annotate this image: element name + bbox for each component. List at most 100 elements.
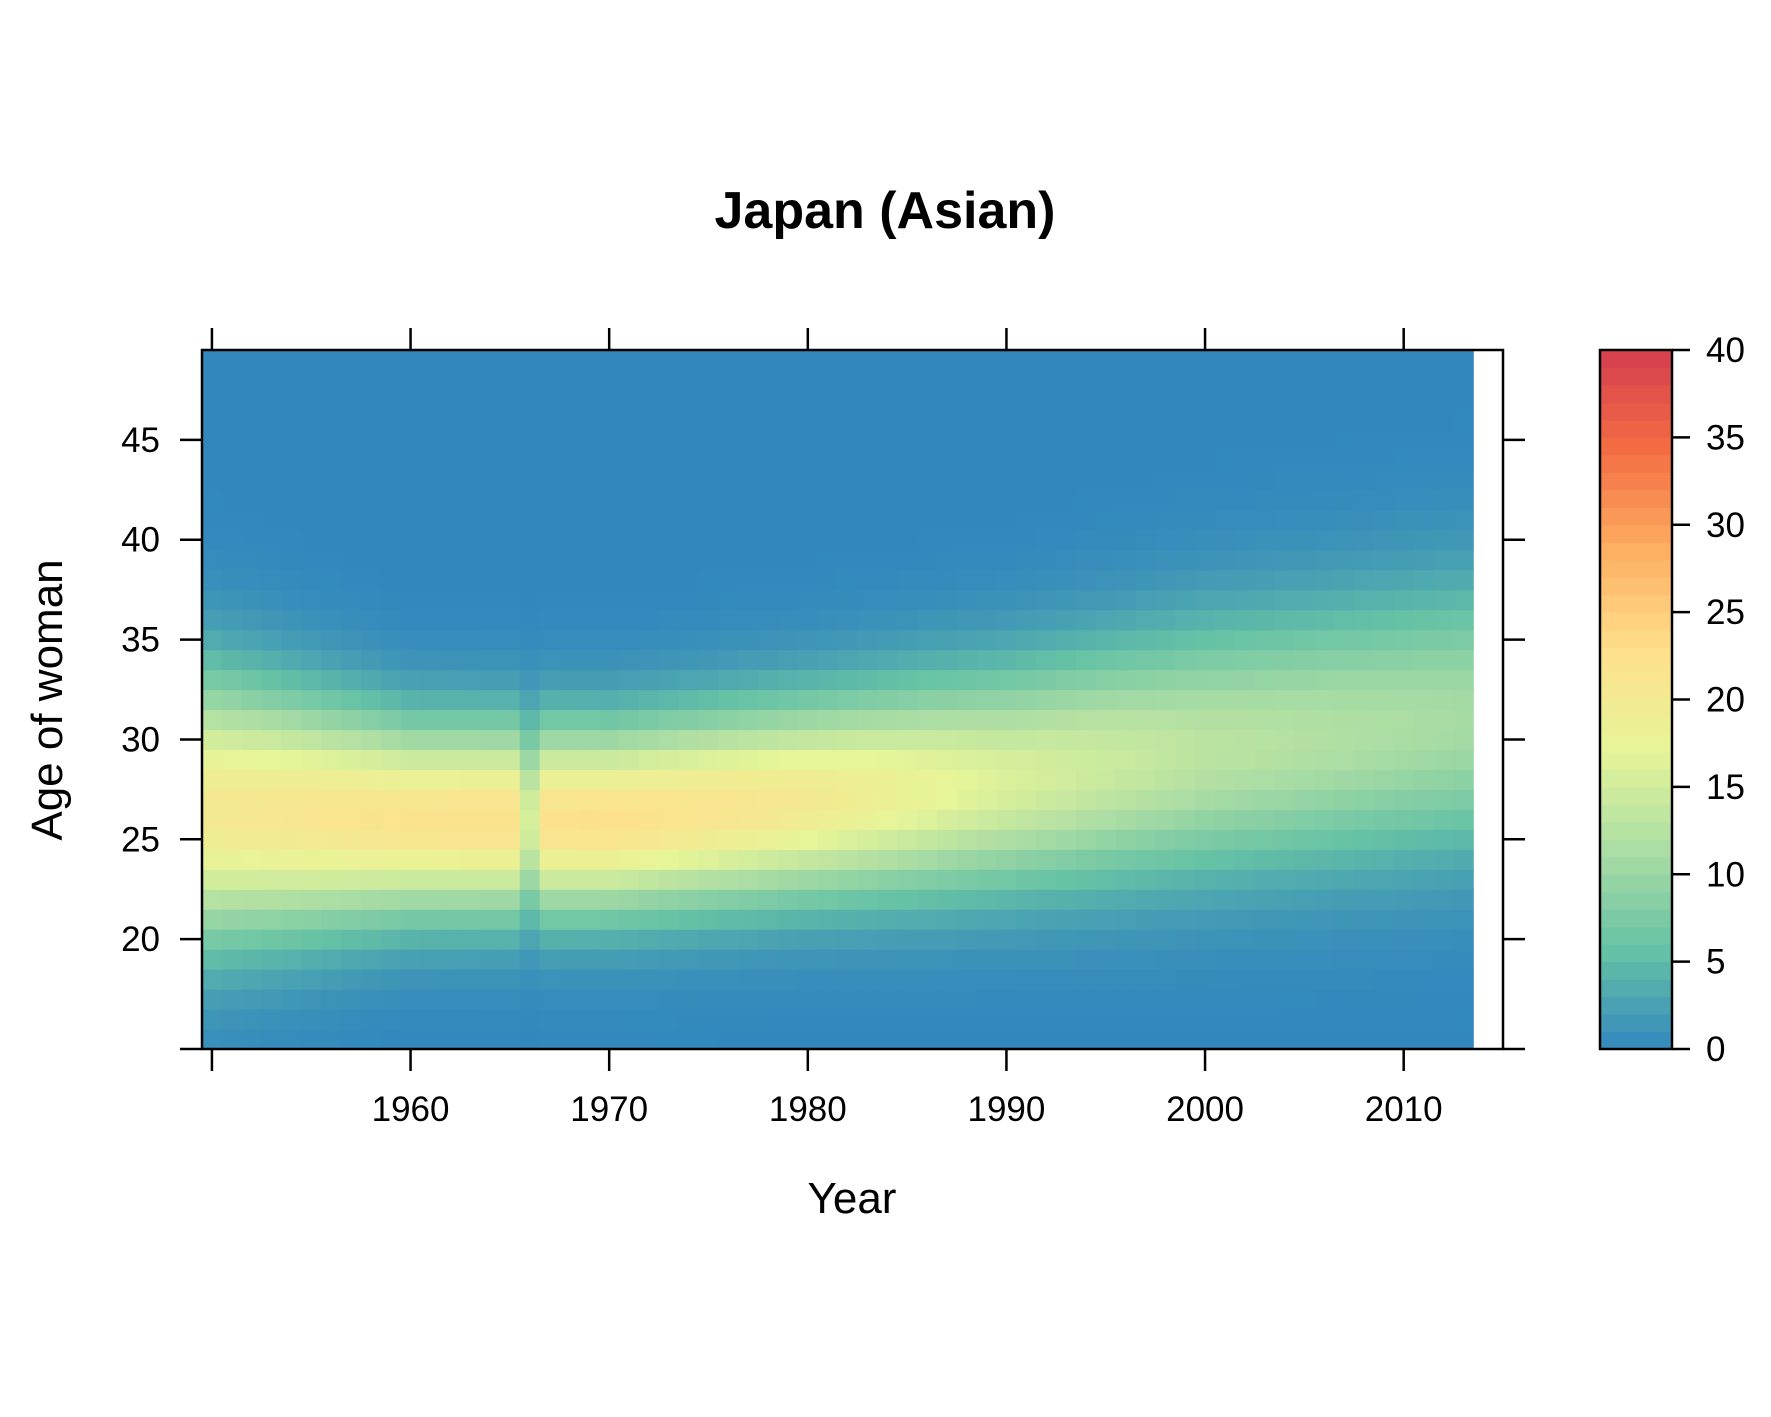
- heatmap-cell: [1234, 929, 1256, 950]
- heatmap-cell: [241, 649, 263, 671]
- heatmap-cell: [718, 949, 739, 970]
- heatmap-cell: [996, 649, 1017, 671]
- heatmap-cell: [917, 709, 938, 731]
- heatmap-cell: [1393, 409, 1415, 431]
- heatmap-cell: [1056, 489, 1077, 511]
- heatmap-cell: [321, 469, 342, 491]
- heatmap-cell: [281, 529, 302, 551]
- heatmap-cell: [1115, 429, 1137, 451]
- heatmap-cell: [877, 769, 898, 790]
- heatmap-cell: [559, 649, 580, 671]
- heatmap-cell: [1373, 669, 1395, 691]
- heatmap-cell: [1175, 829, 1196, 850]
- heatmap-cell: [301, 869, 322, 890]
- heatmap-cell: [877, 589, 898, 611]
- heatmap-cell: [619, 589, 640, 611]
- heatmap-cell: [1373, 709, 1395, 731]
- heatmap-cell: [480, 869, 501, 890]
- heatmap-cell: [1314, 1029, 1335, 1050]
- heatmap-cell: [619, 829, 640, 850]
- heatmap-cell: [1115, 589, 1137, 611]
- heatmap-cell: [261, 429, 283, 451]
- heatmap-cell: [1393, 969, 1415, 990]
- heatmap-cell: [1294, 749, 1315, 770]
- heatmap-cell: [1254, 449, 1276, 471]
- heatmap-cell: [678, 1009, 700, 1030]
- heatmap-cell: [778, 949, 799, 970]
- heatmap-cell: [341, 889, 362, 910]
- heatmap-cell: [817, 709, 839, 731]
- heatmap-cell: [1056, 989, 1077, 1010]
- heatmap-cell: [917, 669, 938, 691]
- heatmap-cell: [400, 949, 422, 970]
- heatmap-cell: [499, 769, 521, 790]
- heatmap-cell: [539, 889, 561, 910]
- heatmap-cell: [1234, 469, 1256, 491]
- heatmap-cell: [420, 909, 441, 930]
- heatmap-cell: [1393, 649, 1415, 671]
- heatmap-cell: [1294, 629, 1315, 651]
- heatmap-cell: [936, 849, 958, 870]
- heatmap-cell: [897, 749, 918, 770]
- heatmap-cell: [1175, 449, 1196, 471]
- x-tick-label: 2010: [1365, 1090, 1443, 1129]
- heatmap-cell: [817, 729, 839, 751]
- heatmap-cell: [1214, 409, 1236, 431]
- heatmap-cell: [936, 569, 958, 591]
- heatmap-cell: [579, 569, 600, 591]
- heatmap-cell: [976, 809, 998, 830]
- heatmap-cell: [996, 749, 1017, 770]
- heatmap-cell: [857, 869, 878, 890]
- heatmap-cell: [738, 669, 759, 691]
- heatmap-cell: [321, 689, 342, 711]
- heatmap-cell: [837, 529, 859, 551]
- heatmap-cell: [1433, 849, 1454, 870]
- heatmap-cell: [1373, 589, 1395, 611]
- heatmap-cell: [579, 509, 600, 531]
- heatmap-cell: [301, 469, 322, 491]
- heatmap-cell: [1175, 350, 1196, 371]
- heatmap-cell: [1016, 789, 1037, 810]
- heatmap-cell: [778, 889, 799, 910]
- heatmap-cell: [1115, 449, 1137, 471]
- heatmap-cell: [221, 529, 243, 551]
- heatmap-cell: [1234, 429, 1256, 451]
- colorbar-segment: [1600, 419, 1672, 438]
- heatmap-cell: [341, 389, 362, 411]
- heatmap-cell: [1373, 629, 1395, 651]
- heatmap-cell: [480, 669, 501, 691]
- heatmap-cell: [797, 869, 819, 890]
- heatmap-cell: [1016, 529, 1037, 551]
- heatmap-cell: [1175, 469, 1196, 491]
- heatmap-cell: [1413, 889, 1435, 910]
- heatmap-cell: [1373, 409, 1395, 431]
- heatmap-cell: [1095, 469, 1117, 491]
- heatmap-cell: [1294, 909, 1315, 930]
- heatmap-cell: [559, 909, 580, 930]
- heatmap-cell: [1075, 949, 1097, 970]
- heatmap-cell: [738, 389, 759, 411]
- heatmap-cell: [996, 569, 1017, 591]
- heatmap-cell: [1254, 369, 1276, 391]
- heatmap-cell: [301, 350, 322, 371]
- heatmap-cell: [797, 1009, 819, 1030]
- heatmap-cell: [797, 350, 819, 371]
- heatmap-cell: [281, 869, 302, 890]
- heatmap-cell: [976, 549, 998, 571]
- heatmap-cell: [1334, 789, 1355, 810]
- heatmap-cell: [400, 649, 422, 671]
- colorbar-segment: [1600, 647, 1672, 666]
- heatmap-cell: [996, 849, 1017, 870]
- heatmap-cell: [440, 569, 461, 591]
- heatmap-cell: [758, 929, 779, 950]
- heatmap-cell: [321, 449, 342, 471]
- heatmap-cell: [1294, 989, 1315, 1010]
- heatmap-cell: [321, 649, 342, 671]
- heatmap-cell: [698, 869, 720, 890]
- heatmap-cell: [301, 809, 322, 830]
- heatmap-cell: [619, 649, 640, 671]
- heatmap-cell: [460, 589, 481, 611]
- heatmap-cell: [718, 749, 739, 770]
- heatmap-cell: [976, 369, 998, 391]
- heatmap-cell: [718, 829, 739, 850]
